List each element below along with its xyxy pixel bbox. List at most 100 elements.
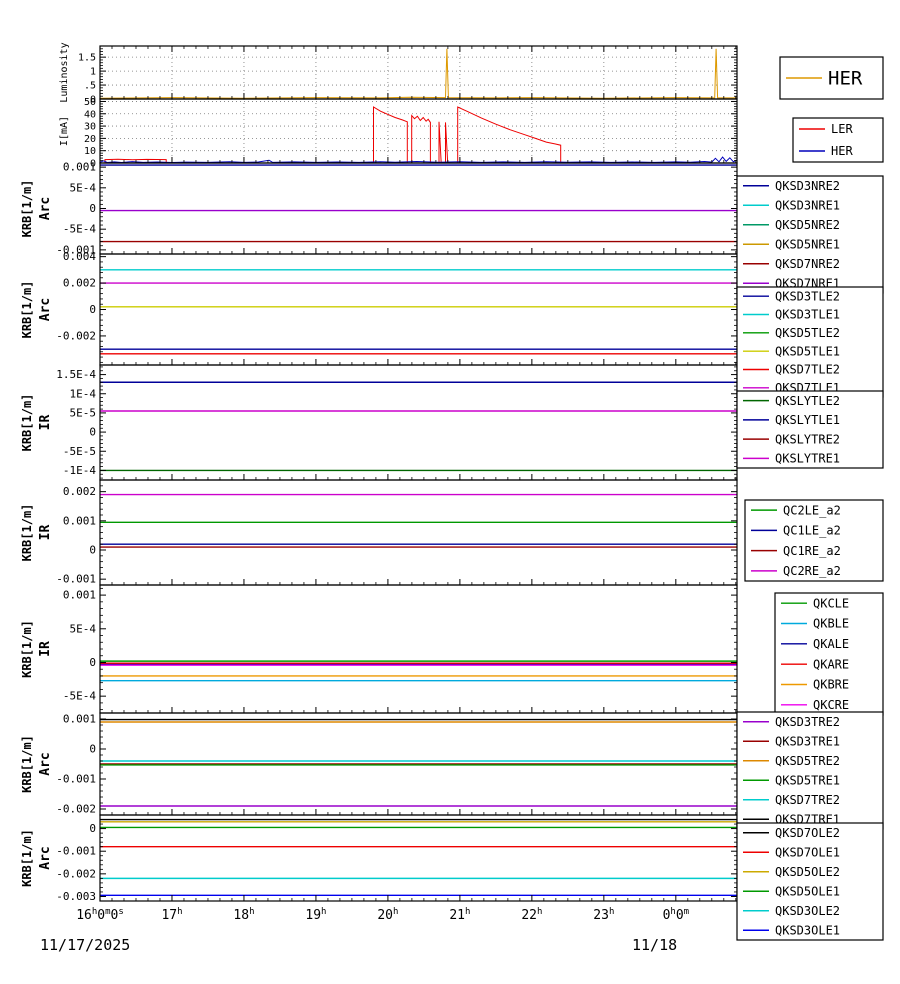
y-tick-label: 1.5E-4 [56,368,96,381]
legend-entry-label: QKSD5NRE2 [775,218,840,232]
y-tick-label: 0 [89,426,96,439]
y-tick-label: -5E-4 [63,223,96,236]
legend-box-ole: QKSD7OLE2 QKSD7OLE1 QKSD5OLE2 QKSD5OLE1 QKSD… [736,822,884,941]
legend-entry-label: QKSD5TLE1 [775,344,840,358]
y-tick-label: 0.001 [63,713,96,726]
x-tick-label: 0h0m [663,907,690,923]
legend-entry-label: QKSD5NRE1 [775,237,840,251]
legend-box-qksly: QKSLYTLE2 QKSLYTLE1 QKSLYTRE2 QKSLYTRE1 [736,390,884,469]
panel-ylabel: KRB[1/m] [20,504,34,562]
legend-box-qk: QKCLE QKBLE QKALE QKARE QKBRE QKCRE [774,592,884,716]
legend-entry-label: QC1RE_a2 [783,544,841,558]
legend-entry-label: QKSLYTLE2 [775,394,840,408]
panel-ylabel: Luminosity [59,42,70,102]
legend-box-beam-current: LER HER [792,117,884,163]
legend-entry-label: QKARE [813,657,849,671]
legend-entry-label: QKSD3TRE2 [775,715,840,729]
legend-entry-label: QKALE [813,637,849,651]
y-tick-label: 5E-5 [70,406,97,419]
panel-ylabel: KRB[1/m] [20,180,34,238]
y-tick-label: -5E-4 [63,690,96,703]
legend-box-luminosity: HER [779,56,884,100]
y-tick-label: -0.001 [56,573,96,586]
y-tick-label: 1.5 [78,53,96,64]
y-tick-label: 0.002 [63,485,96,498]
legend-entry-label: QKSD5TRE2 [775,754,840,768]
panel-ylabel: KRB[1/m] [20,829,34,887]
legend-entry-label: QKCRE [813,698,849,712]
y-tick-label: 0 [90,159,96,170]
y-tick-label: 0 [89,544,96,557]
y-tick-label: 1 [90,67,96,78]
legend-entry-label: QKSD5OLE2 [775,865,840,879]
legend-entry-label: QKSLYTLE1 [775,413,840,427]
date-label-left: 11/17/2025 [40,936,131,954]
panel-ylabel-region: IR [38,525,53,541]
y-tick-label: 0.001 [63,161,96,174]
panel-ylabel: I[mA] [59,116,70,146]
y-tick-label: -0.002 [56,867,96,880]
legend-entry-label: QKBRE [813,678,849,692]
y-tick-label: 1E-4 [70,387,97,400]
legend-entry-label: QKSD7TRE2 [775,793,840,807]
legend-entry-label: QKSD5TLE2 [775,326,840,340]
legend-entry-label: QC2LE_a2 [783,503,841,517]
panel-ylabel-region: IR [38,415,53,431]
x-tick-label: 21h [449,907,470,923]
legend-entry-label: LER [831,122,853,136]
y-tick-label: -0.001 [56,773,96,786]
x-tick-label: 17h [161,907,182,923]
legend-entry-label: QKSD5TRE1 [775,773,840,787]
legend-entry-label: QKSD3TRE1 [775,734,840,748]
panel-ylabel-region: Arc [38,846,53,869]
y-tick-label: 0.002 [63,277,96,290]
legend-entry-label: HER [831,144,853,158]
y-tick-label: 10 [84,146,96,157]
legend-box-qc: QC2LE_a2 QC1LE_a2 QC1RE_a2 QC2RE_a2 [744,499,884,582]
y-tick-label: -0.002 [56,803,96,816]
y-tick-label: 5E-4 [70,622,97,635]
y-tick-label: 0 [90,95,96,106]
x-tick-label: 23h [593,907,614,923]
legend-entry-label: QKSD3NRE2 [775,179,840,193]
y-tick-label: 40 [84,109,96,120]
x-tick-label: 19h [305,907,326,923]
legend-box-tre: QKSD3TRE2 QKSD3TRE1 QKSD5TRE2 QKSD5TRE1 QKSD… [736,711,884,830]
legend-entry-label: QKSD7OLE1 [775,845,840,859]
legend-box-nre: QKSD3NRE2 QKSD3NRE1 QKSD5NRE2 QKSD5NRE1 QKSD… [736,175,884,294]
y-tick-label: 0 [89,656,96,669]
panel-ylabel: KRB[1/m] [20,394,34,452]
legend-entry-label: QKSD7NRE2 [775,257,840,271]
legend-entry-label: QKSD3OLE2 [775,904,840,918]
panel-ylabel-region: Arc [38,298,53,321]
legend-entry-label: QKSLYTRE1 [775,452,840,466]
series-HER [99,156,738,164]
panel-ylabel-region: IR [38,641,53,657]
y-tick-label: 0.001 [63,589,96,602]
y-tick-label: -5E-5 [63,445,96,458]
y-tick-label: -0.003 [56,890,96,903]
panel-krb-arc-tre: 0.001 0 -0.001 -0.002 KRB[1/m] Arc [20,712,738,816]
legend-entry-label: QKSD3NRE1 [775,198,840,212]
panel-ylabel: KRB[1/m] [20,620,34,678]
y-tick-label: 50 [84,97,96,108]
y-tick-label: 30 [84,122,96,133]
legend-entry-label: HER [828,68,863,90]
y-tick-label: -0.001 [56,845,96,858]
legend-entry-label: QKBLE [813,617,849,631]
y-tick-label: 0 [89,202,96,215]
x-tick-label: 16h0m0s [76,907,124,923]
panel-ylabel-region: Arc [38,752,53,775]
panel-krb-arc-ole: 0 -0.001 -0.002 -0.003 KRB[1/m] Arc [20,814,738,903]
legend-entry-label: QKSD7TLE2 [775,363,840,377]
x-tick-label: 22h [521,907,542,923]
legend-entry-label: QKSD3TLE2 [775,289,840,303]
x-tick-label: 20h [377,907,398,923]
legend-entry-label: QKSD7OLE2 [775,826,840,840]
y-tick-label: 20 [84,134,96,145]
legend-entry-label: QKSD3TLE1 [775,308,840,322]
y-tick-label: -0.002 [56,329,96,342]
